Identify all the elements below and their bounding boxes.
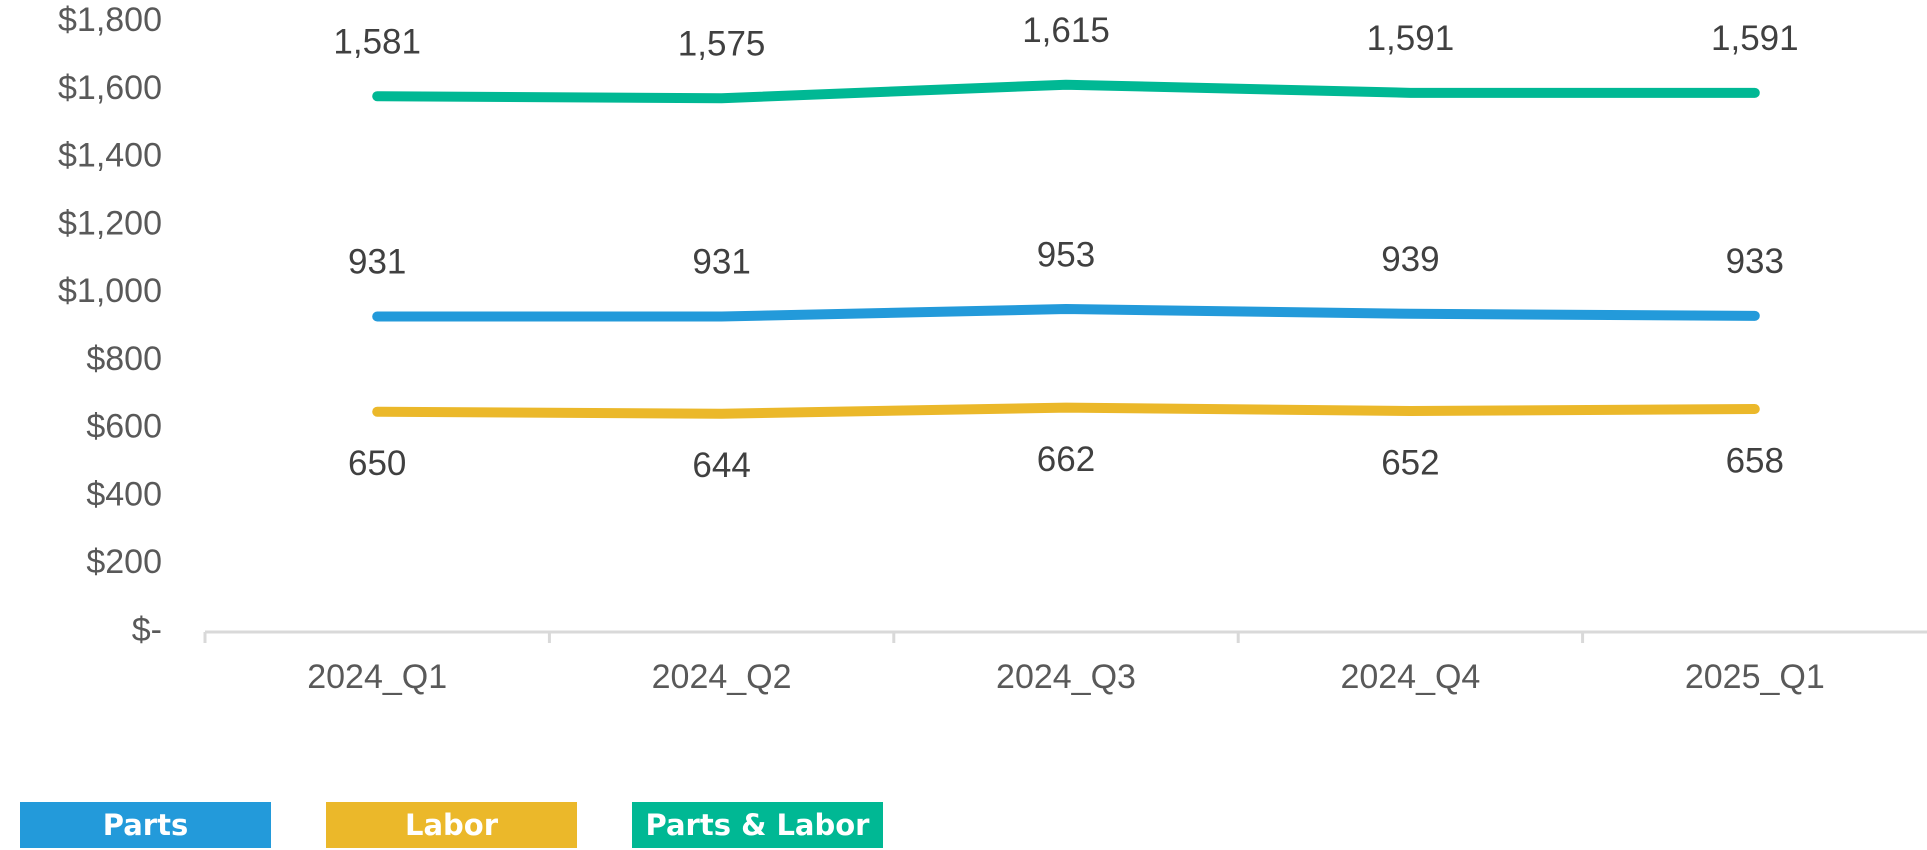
x-axis: 2024_Q1 2024_Q2 2024_Q3 2024_Q4 2025_Q1 <box>203 630 1927 696</box>
data-label-labor: 650 <box>348 444 406 483</box>
data-label-parts: 953 <box>1037 235 1095 274</box>
series-line-labor <box>372 402 1760 419</box>
y-axis: $- $200 $400 $600 $800 $1,000 $1,200 $1,400 $1,6… <box>58 1 162 649</box>
y-tick-label: $400 <box>86 475 162 513</box>
y-tick-label: $- <box>132 611 162 649</box>
data-label-parts: 931 <box>348 243 406 282</box>
series-lines <box>372 79 1760 419</box>
y-tick-label: $1,800 <box>58 1 162 39</box>
data-label-labor: 644 <box>692 446 750 485</box>
data-label-parts-and-labor: 1,575 <box>678 25 766 64</box>
data-label-labor: 658 <box>1726 441 1784 480</box>
series-line-parts-and-labor <box>372 79 1760 104</box>
legend-item-parts: Parts <box>20 802 271 848</box>
series-line-parts <box>372 304 1760 322</box>
data-label-parts-and-labor: 1,591 <box>1367 19 1455 58</box>
x-tick-label: 2024_Q4 <box>1340 658 1480 696</box>
data-labels: 931 931 953 939 933 650 644 662 652 658 1,581 1,575… <box>333 11 1798 485</box>
data-label-labor: 652 <box>1381 443 1439 482</box>
x-tick-label: 2024_Q1 <box>307 658 447 696</box>
line-chart: $- $200 $400 $600 $800 $1,000 $1,200 $1,400 $1,6… <box>58 1 1927 696</box>
x-tick-label: 2024_Q2 <box>652 658 792 696</box>
data-label-parts: 939 <box>1381 240 1439 279</box>
data-label-parts-and-labor: 1,591 <box>1711 19 1799 58</box>
y-tick-label: $1,000 <box>58 272 162 310</box>
y-tick-label: $1,400 <box>58 137 162 175</box>
y-tick-label: $1,200 <box>58 204 162 242</box>
data-label-parts-and-labor: 1,581 <box>333 22 421 61</box>
y-tick-label: $800 <box>86 340 162 378</box>
x-tick-label: 2024_Q3 <box>996 658 1136 696</box>
legend-item-parts-and-labor: Parts & Labor <box>632 802 883 848</box>
legend-item-labor: Labor <box>326 802 577 848</box>
data-label-parts: 933 <box>1726 242 1784 281</box>
y-tick-label: $200 <box>86 543 162 581</box>
data-label-parts: 931 <box>692 243 750 282</box>
data-label-parts-and-labor: 1,615 <box>1022 11 1110 50</box>
y-tick-label: $1,600 <box>58 69 162 107</box>
x-tick-label: 2025_Q1 <box>1685 658 1825 696</box>
y-tick-label: $600 <box>86 408 162 446</box>
data-label-labor: 662 <box>1037 440 1095 479</box>
legend: Parts Labor Parts & Labor <box>20 802 883 848</box>
